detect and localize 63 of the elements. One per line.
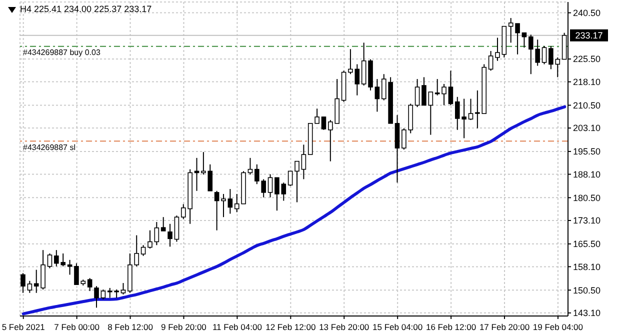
candlestick	[221, 193, 226, 218]
ref-line-label: 233.17	[575, 30, 603, 40]
x-tick-label: 16 Feb 12:00	[426, 322, 476, 332]
candlestick	[20, 272, 26, 294]
candlestick	[140, 244, 146, 256]
y-tick-label: 218.10	[573, 77, 601, 88]
candlestick	[248, 157, 253, 176]
candlestick	[542, 46, 547, 65]
y-tick-label: 225.50	[573, 54, 601, 64]
y-tick-label: 210.50	[573, 100, 601, 110]
candlestick	[414, 78, 420, 108]
candlestick	[94, 286, 99, 308]
x-tick-label: 11 Feb 04:00	[212, 322, 262, 332]
x-tick-label: 8 Feb 12:00	[108, 322, 154, 332]
candlestick	[301, 144, 306, 180]
candlestick	[87, 278, 92, 292]
candlestick	[148, 230, 152, 250]
candlestick	[120, 282, 126, 295]
candlestick	[67, 259, 72, 276]
x-tick-label: 5 Feb 2021	[2, 322, 46, 332]
y-tick-label: 143.10	[573, 308, 601, 318]
candlestick	[214, 190, 220, 231]
candlestick	[160, 216, 166, 232]
candlestick	[422, 76, 426, 106]
candlestick	[374, 78, 380, 112]
candlestick	[288, 170, 293, 186]
candlestick	[174, 215, 180, 242]
candlestick	[488, 50, 494, 72]
candlestick	[27, 280, 32, 294]
ref-line-label: #434269887 sl	[23, 142, 76, 152]
x-tick-label: 17 Feb 20:00	[479, 322, 530, 332]
candlestick	[47, 252, 52, 269]
candlestick	[495, 37, 500, 62]
y-tick-label: 165.50	[573, 239, 601, 250]
x-tick-label: 15 Feb 04:00	[372, 322, 423, 332]
candlestick	[442, 83, 446, 106]
y-tick-label: 158.10	[573, 262, 601, 272]
candlestick	[448, 70, 454, 106]
x-tick-label: 9 Feb 20:00	[161, 322, 207, 332]
candlestick	[228, 188, 233, 214]
y-tick-label: 203.10	[573, 123, 601, 134]
candlestick	[294, 160, 300, 203]
y-tick-label: 180.50	[573, 192, 601, 203]
chart-title: H4 225.41 234.00 225.37 233.17	[20, 4, 152, 14]
candlestick	[361, 42, 366, 86]
candlestick	[468, 98, 474, 121]
x-tick-label: 19 Feb 04:00	[532, 322, 584, 332]
y-tick-label: 150.50	[573, 285, 601, 296]
candlestick	[100, 289, 106, 300]
y-tick-label: 188.10	[573, 169, 601, 180]
candlestick	[154, 222, 160, 246]
x-tick-label: 12 Feb 12:00	[266, 322, 316, 332]
candlestick	[168, 223, 172, 248]
candlestick	[268, 174, 273, 198]
x-tick-label: 7 Feb 00:00	[54, 322, 100, 332]
y-tick-label: 195.50	[573, 146, 601, 157]
candlestick	[522, 32, 527, 48]
y-tick-label: 173.10	[573, 216, 601, 226]
candlestick	[428, 91, 434, 136]
x-tick-label: 13 Feb 20:00	[319, 322, 370, 332]
ref-line-label: #434269887 buy 0.03	[23, 48, 101, 58]
y-tick-label: 240.50	[573, 8, 601, 18]
candlestick	[321, 116, 326, 130]
